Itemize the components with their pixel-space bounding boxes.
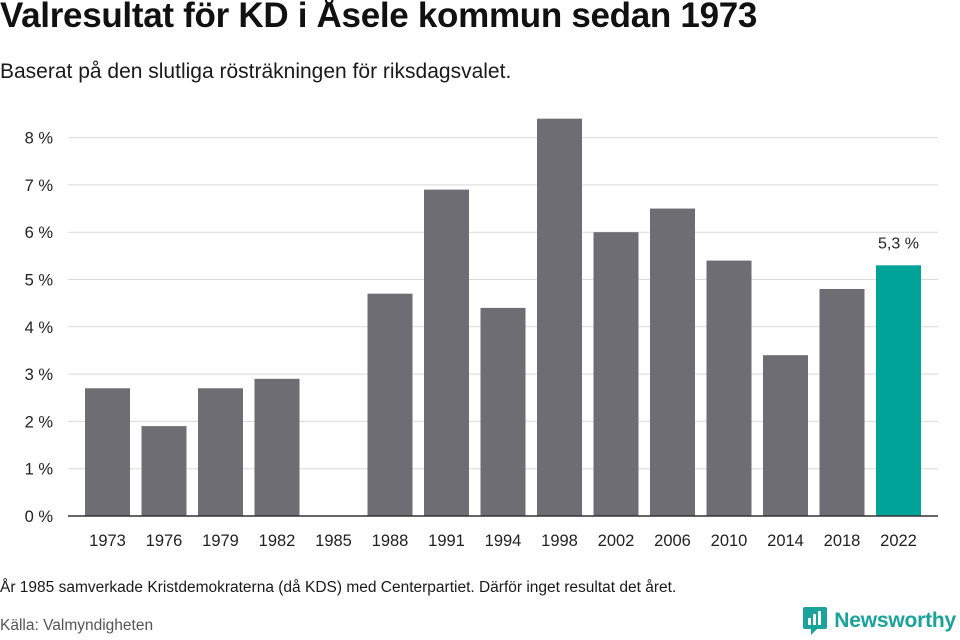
x-tick-label: 1973	[89, 532, 126, 550]
bar	[593, 232, 639, 516]
x-tick-label: 2014	[767, 532, 804, 550]
y-tick-label: 3 %	[25, 366, 54, 384]
bar	[480, 307, 526, 516]
newsworthy-logo-text: Newsworthy	[834, 609, 956, 632]
x-tick-label: 2022	[880, 532, 917, 550]
x-tick-label: 1994	[485, 532, 522, 550]
footnote: År 1985 samverkade Kristdemokraterna (då…	[0, 579, 677, 596]
y-tick-label: 0 %	[25, 508, 54, 526]
bar	[424, 189, 469, 516]
bar	[198, 388, 243, 516]
x-tick-label: 2018	[824, 532, 861, 550]
x-tick-label: 1991	[428, 532, 465, 550]
x-tick-label: 2002	[598, 532, 635, 550]
x-tick-label: 2010	[711, 532, 748, 550]
newsworthy-logo-icon	[803, 607, 828, 635]
x-tick-label: 1988	[372, 532, 409, 550]
x-tick-label: 1985	[315, 532, 352, 550]
bar	[650, 208, 695, 517]
chart-title: Valresultat för KD i Åsele kommun sedan …	[0, 0, 758, 35]
bar-chart: 0 % 1 % 2 % 3 % 4 % 5 % 6 % 7 % 8 % 1973 1976 1979 1…	[25, 118, 938, 550]
bar	[763, 355, 808, 516]
y-tick-label: 5 %	[25, 272, 54, 290]
bar	[85, 388, 130, 516]
newsworthy-logo: Newsworthy	[802, 606, 956, 636]
x-tick-label: 1979	[202, 532, 239, 550]
y-tick-label: 8 %	[25, 130, 54, 148]
bar	[876, 265, 921, 516]
bar	[537, 118, 582, 517]
x-tick-label: 1998	[541, 532, 578, 550]
source-credit: Källa: Valmyndigheten	[0, 617, 154, 634]
y-tick-label: 2 %	[25, 413, 54, 431]
y-tick-label: 6 %	[25, 224, 54, 242]
x-tick-label: 2006	[654, 532, 691, 550]
y-tick-label: 7 %	[25, 177, 54, 195]
bar	[706, 260, 752, 516]
bar	[141, 426, 187, 516]
bar	[819, 288, 865, 516]
chart-subtitle: Baserat på den slutliga rösträkningen fö…	[0, 60, 512, 83]
x-tick-label: 1976	[146, 532, 183, 550]
bar	[367, 293, 413, 516]
bar	[254, 378, 300, 516]
x-tick-label: 1982	[259, 532, 296, 550]
y-tick-label: 4 %	[25, 319, 54, 337]
y-tick-label: 1 %	[25, 461, 54, 479]
data-label: 5,3 %	[878, 235, 919, 252]
